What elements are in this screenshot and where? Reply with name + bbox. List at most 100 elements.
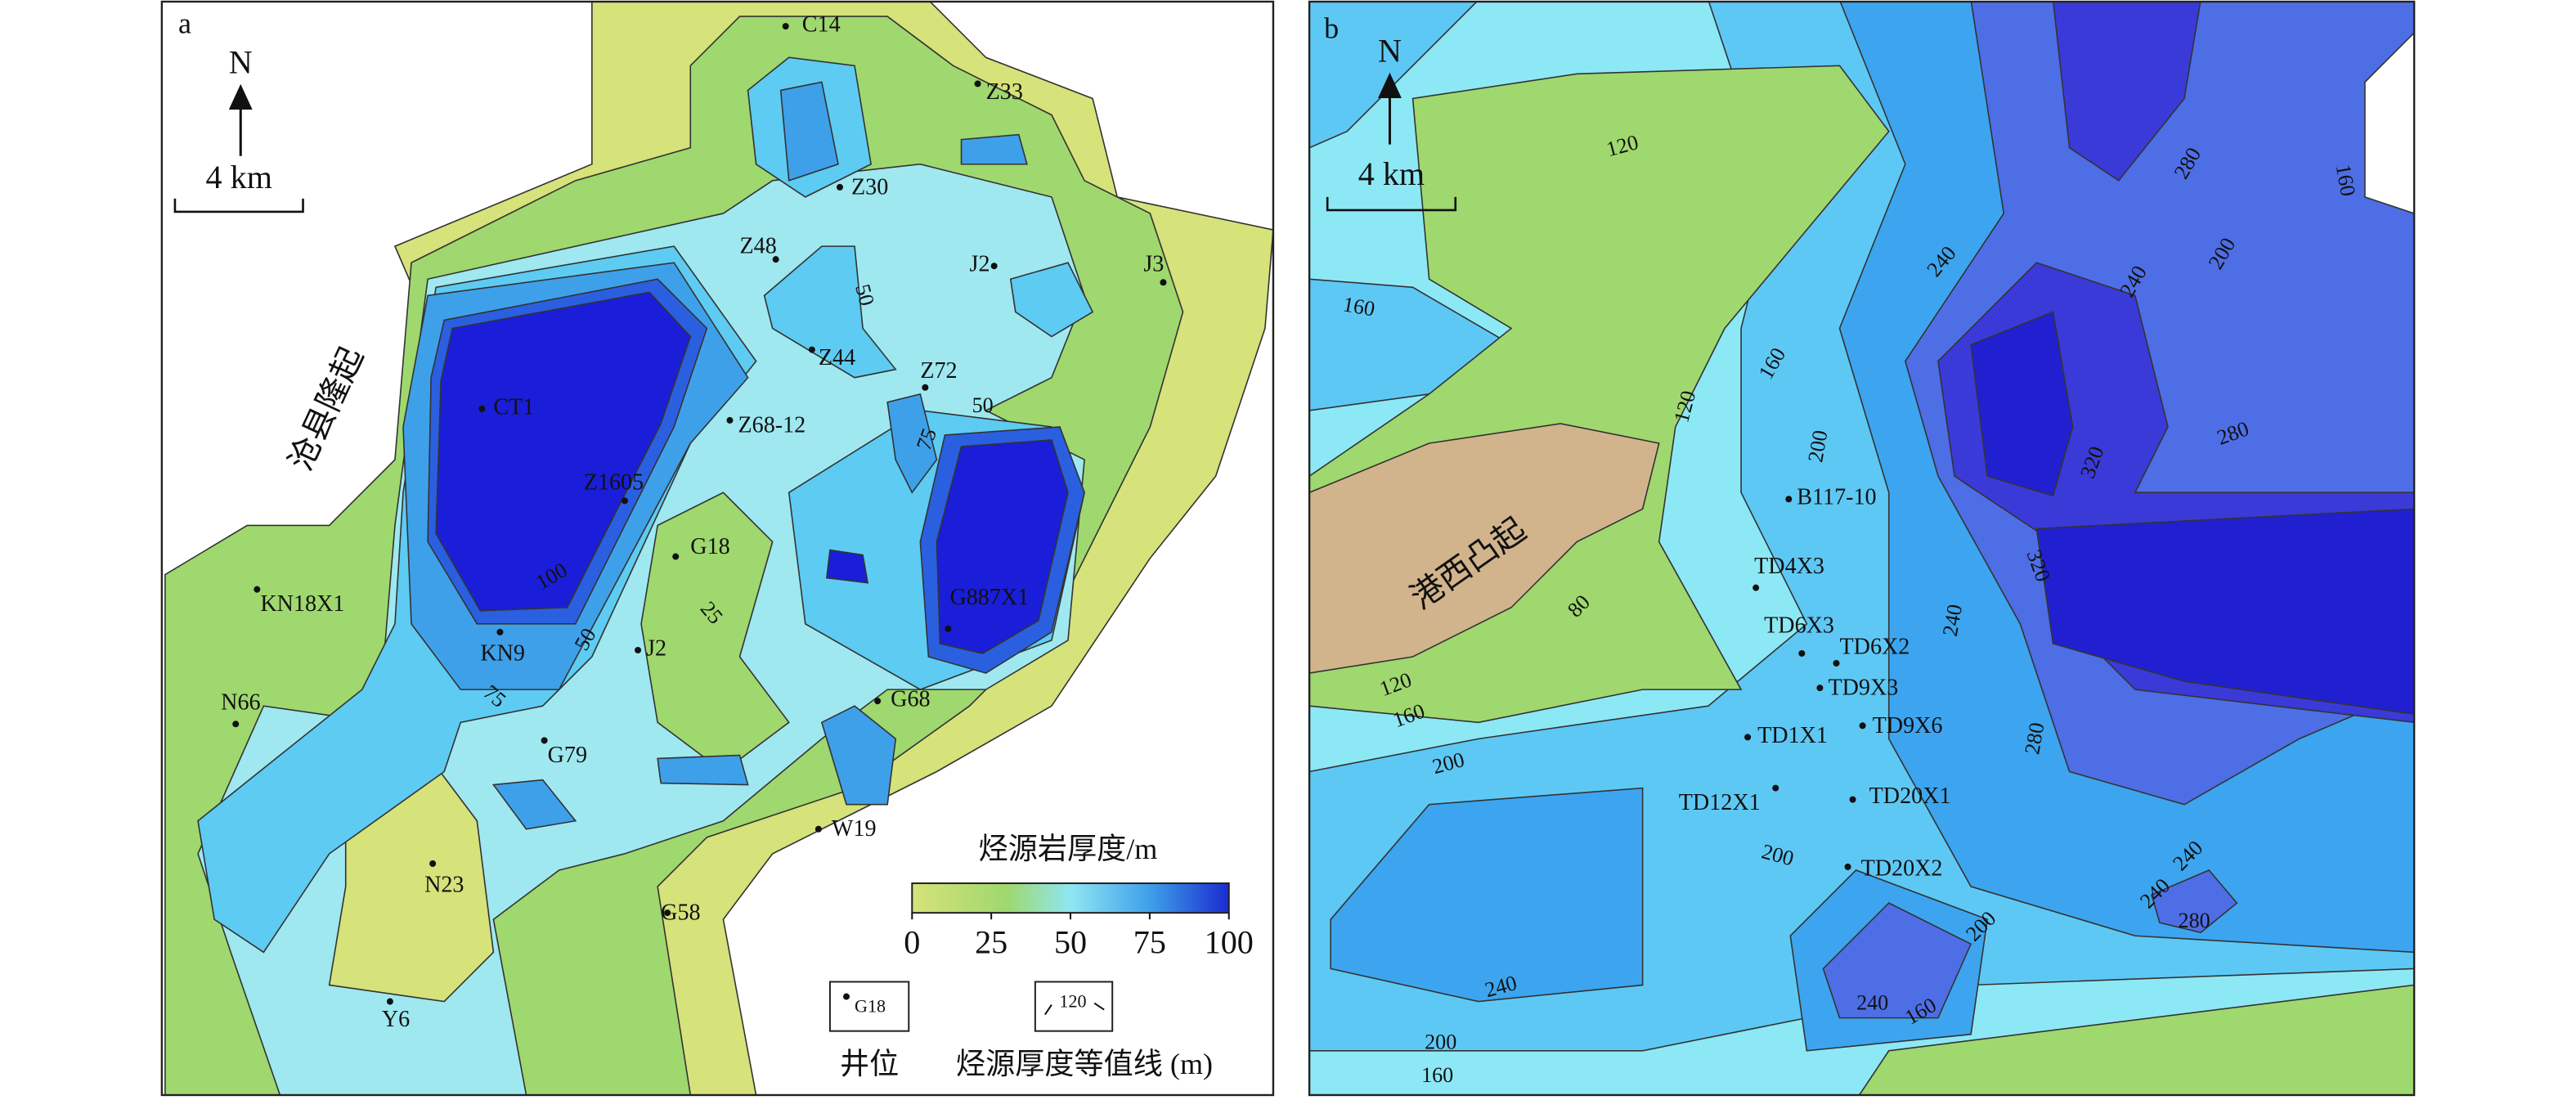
well-dot <box>1859 722 1866 730</box>
well-label: TD4X3 <box>1754 554 1824 579</box>
well-dot <box>808 346 815 353</box>
well-dot <box>782 23 789 30</box>
contour-label: 160 <box>2331 163 2360 199</box>
well-dot <box>772 256 779 263</box>
colorbar <box>911 882 1230 914</box>
well-label: Z68-12 <box>738 412 806 438</box>
well-label: G68 <box>891 687 930 712</box>
well-dot <box>429 860 437 867</box>
frame <box>160 0 1275 1097</box>
well-label: TD9X3 <box>1828 676 1898 701</box>
contour-label: 50 <box>972 393 994 417</box>
contour-label: 160 <box>1421 1063 1453 1087</box>
well-dot <box>1816 685 1824 692</box>
legend-caption: 烃源厚度等值线 (m) <box>956 1048 1213 1080</box>
well-label: TD12X1 <box>1679 790 1761 815</box>
well-dot <box>664 909 671 917</box>
legend-box <box>828 981 910 1032</box>
contour-label: 240 <box>1938 603 1967 639</box>
well-dot <box>874 698 882 705</box>
well-label: G79 <box>548 743 587 768</box>
well-label: CT1 <box>493 394 534 420</box>
well-dot <box>635 646 642 653</box>
well-label: N66 <box>221 690 260 716</box>
contour-label: 200 <box>1803 429 1832 465</box>
well-dot <box>478 405 486 412</box>
contour-label: 280 <box>2179 909 2210 932</box>
well-label: W19 <box>832 816 877 842</box>
well-dot <box>815 825 822 833</box>
legend-box <box>1034 981 1114 1032</box>
legend-title: 烃源岩厚度/m <box>979 833 1158 865</box>
well-label: J3 <box>1143 252 1164 277</box>
well-dot <box>990 263 998 270</box>
well-label: Z1605 <box>584 470 644 496</box>
well-label: C14 <box>802 12 841 38</box>
well-dot <box>974 80 981 88</box>
well-label: Z44 <box>819 345 855 370</box>
well-dot <box>1849 796 1856 803</box>
well-symbol <box>842 993 850 1000</box>
scale-label: 4 km <box>1358 155 1425 192</box>
well-label: TD6X3 <box>1764 613 1834 638</box>
well-dot <box>836 183 843 191</box>
well-dot <box>672 553 680 560</box>
well-label: TD9X6 <box>1873 713 1943 739</box>
well-dot <box>1785 496 1793 503</box>
well-label: Y6 <box>382 1007 410 1032</box>
well-dot <box>232 721 240 728</box>
well-label: G58 <box>661 900 700 926</box>
well-dot <box>621 497 628 505</box>
well-dot <box>1844 863 1851 870</box>
well-dot <box>1744 734 1752 741</box>
well-dot <box>1798 649 1806 657</box>
colorbar-tick-label: 75 <box>1133 924 1166 961</box>
panel-label: b <box>1324 11 1339 44</box>
well-label: J2 <box>970 252 990 277</box>
north-label: N <box>1378 32 1402 69</box>
scale-bar <box>173 198 304 213</box>
well-dot <box>922 384 929 391</box>
contour-label: 240 <box>1856 991 1888 1015</box>
well-dot <box>945 625 952 632</box>
scale-bar <box>1326 196 1457 212</box>
contour-label: 200 <box>1425 1030 1456 1054</box>
well-dot <box>496 628 504 635</box>
legend-contour-sample: 120 <box>1059 991 1086 1012</box>
well-label: KN9 <box>480 640 525 666</box>
well-dot <box>1833 660 1840 667</box>
well-label: Z33 <box>986 79 1023 105</box>
well-label: Z72 <box>920 358 957 384</box>
well-label: Z30 <box>851 174 888 200</box>
north-arrow <box>1378 72 1402 145</box>
well-label: G18 <box>690 534 729 559</box>
scale-label: 4 km <box>206 159 272 195</box>
legend-caption: 井位 <box>840 1048 899 1080</box>
colorbar-tick-label: 100 <box>1205 924 1254 961</box>
well-label: Z48 <box>740 234 777 259</box>
well-label: TD6X2 <box>1840 634 1910 659</box>
well-dot <box>1160 279 1167 286</box>
well-label: TD1X1 <box>1757 723 1828 748</box>
colorbar-tick-label: 0 <box>904 924 920 961</box>
well-label: TD20X1 <box>1869 783 1951 809</box>
contour-label: 280 <box>2020 721 2049 757</box>
map-b <box>1309 2 2415 1095</box>
well-dot <box>386 998 393 1005</box>
well-label: B117-10 <box>1797 485 1876 510</box>
well-label: J2 <box>646 635 666 661</box>
well-dot <box>726 416 734 424</box>
panel-label: a <box>178 7 191 39</box>
contour-symbol <box>1044 1002 1105 1016</box>
legend-well-sample: G18 <box>855 996 886 1017</box>
well-label: N23 <box>424 872 464 897</box>
north-arrow <box>228 83 253 156</box>
well-label: KN18X1 <box>260 591 344 617</box>
well-dot <box>541 737 548 744</box>
colorbar-tick-label: 50 <box>1054 924 1087 961</box>
well-label: TD20X2 <box>1861 855 1943 881</box>
well-dot <box>1752 584 1760 591</box>
frame <box>1308 0 2416 1097</box>
